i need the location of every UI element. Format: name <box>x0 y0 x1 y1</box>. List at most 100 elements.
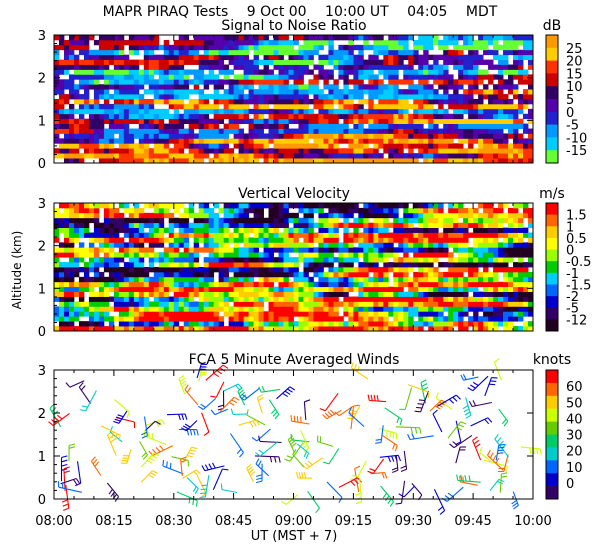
heatmap-cell <box>133 296 140 302</box>
heatmap-cell <box>263 143 269 149</box>
heatmap-cell <box>433 153 439 159</box>
heatmap-cell <box>443 148 449 154</box>
wind-barbs <box>48 358 542 515</box>
heatmap-cell <box>433 242 439 248</box>
heatmap-cell <box>408 296 414 302</box>
heatmap-cell <box>468 138 474 144</box>
heatmap-cell <box>263 291 269 297</box>
heatmap-cell <box>413 118 419 125</box>
heatmap-cell <box>493 281 499 288</box>
heatmap-cell <box>493 133 499 139</box>
heatmap-cell <box>273 138 279 144</box>
heatmap-cell <box>268 113 274 120</box>
heatmap-cell <box>203 267 210 273</box>
heatmap-cell <box>298 257 304 263</box>
heatmap-cell <box>243 247 249 253</box>
heatmap-cell <box>143 311 150 317</box>
heatmap-cell <box>353 311 359 317</box>
heatmap-cell <box>328 138 334 144</box>
heatmap-cell <box>408 242 414 248</box>
heatmap-cell <box>453 316 459 322</box>
heatmap-cell <box>223 281 230 288</box>
heatmap-cell <box>528 108 534 115</box>
heatmap-cell <box>328 89 334 95</box>
heatmap-cell <box>438 113 444 120</box>
heatmap-cell <box>118 281 125 288</box>
heatmap-cell <box>453 39 459 46</box>
heatmap-cell <box>458 321 464 327</box>
wind-barb <box>201 462 225 472</box>
heatmap-cell <box>373 118 379 125</box>
heatmap-cell <box>153 237 160 243</box>
heatmap-cell <box>73 118 80 125</box>
wind-barb-feather <box>462 374 467 380</box>
heatmap-cell <box>243 301 249 307</box>
heatmap-cell <box>183 54 190 61</box>
heatmap-cell <box>408 69 414 75</box>
heatmap-cell <box>383 59 389 65</box>
heatmap-cell <box>453 212 459 219</box>
heatmap-cell <box>148 311 155 317</box>
heatmap-cell <box>243 99 249 105</box>
heatmap-cell <box>493 143 499 149</box>
wind-barb <box>303 399 311 420</box>
heatmap-cell <box>468 148 474 154</box>
heatmap-cell <box>203 291 210 297</box>
heatmap-cell <box>523 148 529 154</box>
heatmap-cell <box>253 316 259 322</box>
heatmap-cell <box>188 113 195 120</box>
heatmap-cell <box>428 143 434 149</box>
heatmap-cell <box>278 267 284 273</box>
heatmap-cell <box>233 143 240 149</box>
heatmap-cell <box>478 252 484 258</box>
heatmap-cell <box>433 291 439 297</box>
heatmap-cell <box>408 84 414 90</box>
heatmap-cell <box>303 271 309 278</box>
heatmap-cell <box>443 232 449 238</box>
heatmap-cell <box>343 59 349 65</box>
colorbar-label: 0 <box>566 106 574 121</box>
heatmap-cell <box>318 291 324 297</box>
heatmap-cell <box>268 79 274 85</box>
heatmap-cell <box>333 222 339 229</box>
heatmap-cell <box>423 316 429 322</box>
heatmap-cell <box>248 79 254 85</box>
heatmap-cell <box>428 69 434 75</box>
heatmap-cell <box>268 158 274 164</box>
heatmap-cell <box>383 326 389 332</box>
wind-barb-shaft <box>259 441 279 457</box>
heatmap-cell <box>178 44 185 51</box>
heatmap-cell <box>423 203 429 209</box>
heatmap-cell <box>54 128 60 134</box>
heatmap-cell <box>498 74 504 80</box>
heatmap-cell <box>213 35 220 41</box>
heatmap-cell <box>338 321 344 327</box>
heatmap-cell <box>393 84 399 90</box>
heatmap-cell <box>163 326 170 332</box>
heatmap-cell <box>128 237 135 243</box>
heatmap-cell <box>258 94 264 100</box>
heatmap-cell <box>238 113 244 120</box>
wind-barb <box>470 417 493 427</box>
heatmap-cell <box>268 212 274 219</box>
heatmap-cell <box>503 35 509 41</box>
heatmap-cell <box>483 118 489 125</box>
heatmap-cell <box>303 35 309 41</box>
heatmap-cell <box>208 252 215 258</box>
heatmap-cell <box>398 222 404 229</box>
heatmap-cell <box>263 118 269 125</box>
heatmap-cell <box>478 227 484 233</box>
heatmap-cell <box>118 89 125 95</box>
heatmap-cell <box>343 267 349 273</box>
heatmap-cell <box>478 306 484 312</box>
heatmap-cell <box>153 301 160 307</box>
heatmap-cell <box>168 153 175 159</box>
heatmap-cell <box>498 262 504 268</box>
heatmap-cell <box>133 39 140 46</box>
heatmap-cell <box>88 276 95 283</box>
heatmap-cell <box>353 148 359 154</box>
heatmap-cell <box>268 108 274 115</box>
heatmap-cell <box>423 252 429 258</box>
heatmap-cell <box>263 286 269 293</box>
heatmap-cell <box>508 247 514 253</box>
